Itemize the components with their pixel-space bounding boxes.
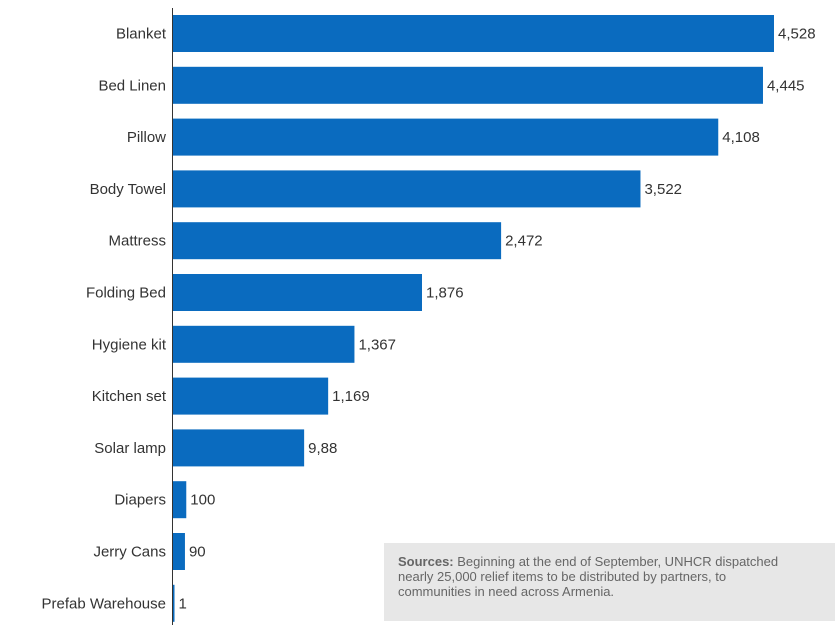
category-label: Pillow	[127, 129, 166, 146]
value-label: 4,445	[767, 77, 805, 94]
bar-pillow	[173, 118, 719, 156]
value-label: 1	[179, 595, 187, 612]
category-label: Diapers	[114, 492, 166, 509]
category-label: Mattress	[108, 233, 166, 250]
value-label: 9,88	[308, 440, 337, 457]
bar-prefab-warehouse	[173, 584, 175, 622]
bar-blanket	[173, 15, 774, 52]
bar-solar-lamp	[173, 429, 305, 467]
bar-hygiene-kit	[173, 325, 355, 363]
value-label: 4,528	[778, 26, 816, 43]
value-label: 100	[190, 492, 215, 509]
bar-diapers	[173, 481, 187, 519]
category-label: Solar lamp	[94, 440, 166, 457]
sources-label: Sources:	[398, 554, 454, 569]
value-label: 1,876	[426, 285, 464, 302]
sources-note: Sources: Beginning at the end of Septemb…	[384, 543, 835, 621]
bar-folding-bed	[173, 274, 423, 311]
category-label: Jerry Cans	[93, 544, 166, 561]
category-label: Prefab Warehouse	[41, 595, 166, 612]
bar-bed-linen	[173, 66, 763, 104]
value-label: 90	[189, 544, 206, 561]
value-label: 3,522	[644, 181, 682, 198]
bar-body-towel	[173, 170, 641, 208]
bar-jerry-cans	[173, 533, 185, 570]
value-label: 4,108	[722, 129, 760, 146]
value-label: 2,472	[505, 233, 543, 250]
sources-text-line-3: communities in need across Armenia.	[398, 584, 615, 599]
category-label: Kitchen set	[92, 388, 167, 405]
bar-mattress	[173, 222, 502, 260]
category-label: Body Towel	[90, 181, 166, 198]
category-label: Folding Bed	[86, 285, 166, 302]
bar-kitchen-set	[173, 377, 329, 415]
category-label: Blanket	[116, 26, 167, 43]
sources-text-line-1: Beginning at the end of September, UNHCR…	[453, 554, 779, 569]
category-label: Hygiene kit	[92, 336, 167, 353]
value-label: 1,367	[358, 336, 396, 353]
value-label: 1,169	[332, 388, 370, 405]
category-label: Bed Linen	[98, 77, 166, 94]
sources-text-line-2: nearly 25,000 relief items to be distrib…	[398, 569, 727, 584]
